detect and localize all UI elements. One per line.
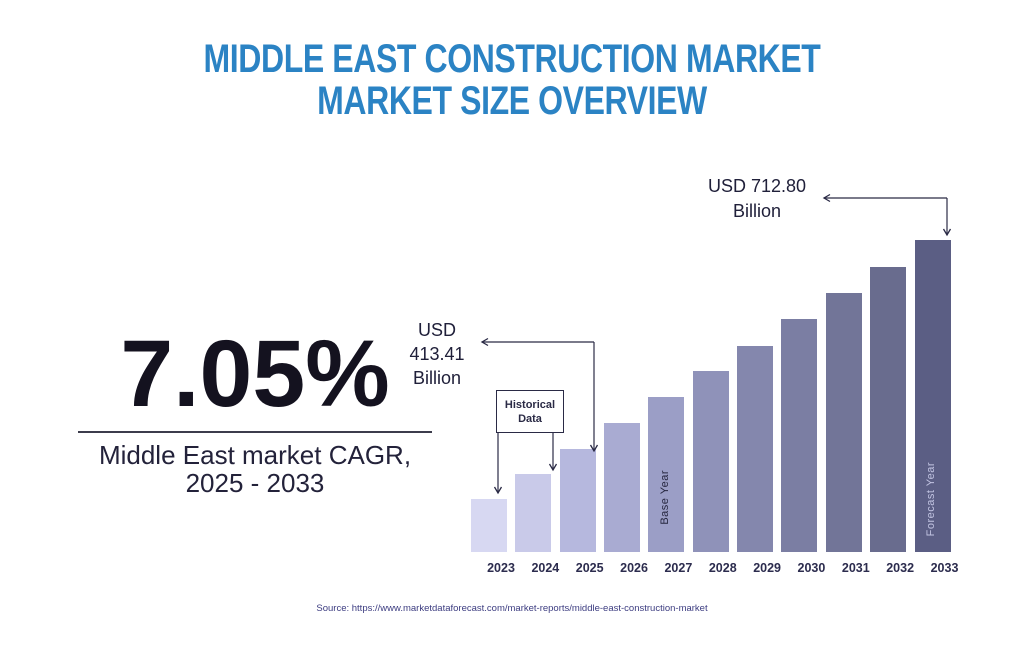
page-title-line-1: MIDDLE EAST CONSTRUCTION MARKET [203,37,821,81]
axis-label-2032: 2032 [886,561,915,575]
page-title-line-2: MARKET SIZE OVERVIEW [317,79,707,123]
axis-label-2028: 2028 [708,561,737,575]
axis-label-2033: 2033 [930,561,959,575]
cagr-caption-line-2: 2025 - 2033 [185,468,325,498]
cagr-value: 7.05% [120,321,390,427]
divider-line [78,431,432,433]
annotation-2025-line-2: 413.41 [409,344,465,364]
axis-label-2023: 2023 [487,561,515,575]
bar-2033 [914,240,951,552]
bar-2031 [825,293,862,552]
annotation-2025-value: USD 413.41 Billion [385,318,489,390]
bar-2027 [648,397,685,552]
axis-label-2027: 2027 [664,561,693,575]
bar-2032 [870,267,907,552]
bar-2023 [471,499,507,552]
historical-data-box: Historical Data [496,390,564,433]
annotation-2033-line-2: Billion [732,201,782,221]
annotation-2025-line-1: USD [417,320,456,340]
source-citation: Source: https://www.marketdataforecast.c… [316,603,708,614]
cagr-caption-line-1: Middle East market CAGR, [98,440,412,470]
bar-2025 [559,449,596,552]
cagr-caption: Middle East market CAGR, 2025 - 2033 [60,441,450,497]
bar-2030 [781,319,818,552]
historical-data-line-1: Historical [504,399,556,411]
annotation-2033-value: USD 712.80 Billion [677,174,837,224]
axis-label-2031: 2031 [841,561,870,575]
axis-label-2024: 2024 [531,561,560,575]
page-title: MIDDLE EAST CONSTRUCTION MARKET MARKET S… [0,38,1024,122]
axis-label-2030: 2030 [797,561,826,575]
axis-label-2026: 2026 [620,561,648,575]
axis-label-2025: 2025 [575,561,604,575]
bar-2026 [604,423,641,552]
historical-data-line-2: Data [518,413,542,425]
bar-2024 [515,474,552,552]
annotation-2033-line-1: USD 712.80 [707,176,807,196]
axis-label-2029: 2029 [753,561,781,575]
annotation-2025-line-3: Billion [412,368,462,388]
bar-2028 [692,371,729,552]
base-year-label: Base Year [659,470,671,525]
forecast-year-label: Forecast Year [925,462,937,537]
bar-2029 [737,346,774,552]
